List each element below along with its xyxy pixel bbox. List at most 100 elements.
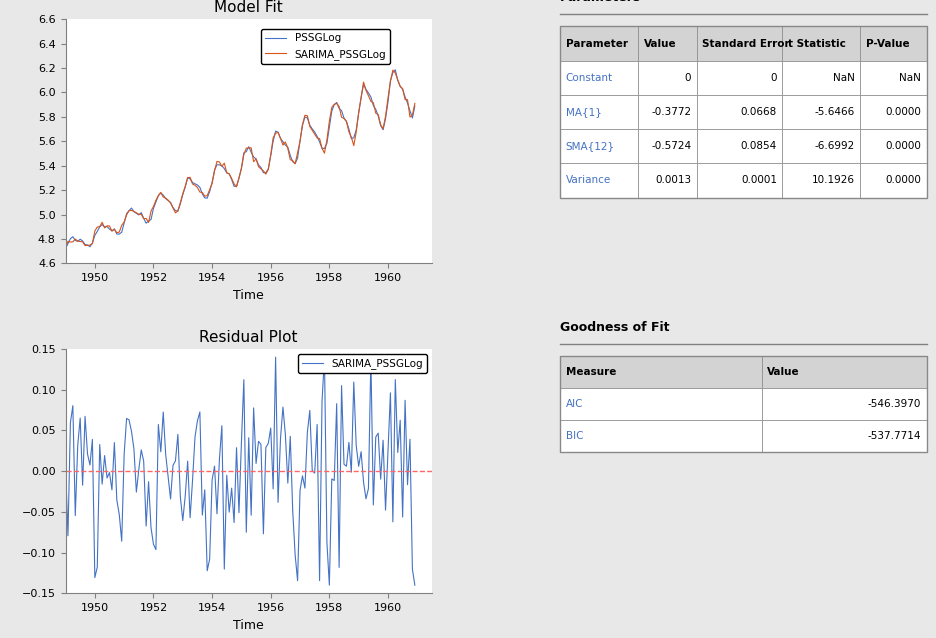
SARIMA_PSSGLog <box>345 133 357 141</box>
Text: Goodness of Fit: Goodness of Fit <box>561 322 669 334</box>
Text: AIC: AIC <box>565 399 583 409</box>
FancyBboxPatch shape <box>696 95 782 129</box>
Text: t Statistic: t Statistic <box>788 38 846 48</box>
Line: SARIMA_PSSGLog: SARIMA_PSSGLog <box>66 70 415 248</box>
Text: Parameter: Parameter <box>565 38 628 48</box>
FancyBboxPatch shape <box>782 61 860 95</box>
Legend: PSSGLog, SARIMA_PSSGLog: PSSGLog, SARIMA_PSSGLog <box>261 29 390 64</box>
Text: P-Value: P-Value <box>866 38 910 48</box>
PSSGLog <box>309 128 320 136</box>
SARIMA_PSSGLog <box>270 353 281 361</box>
FancyBboxPatch shape <box>561 388 762 420</box>
Text: 0.0668: 0.0668 <box>740 107 777 117</box>
Text: 10.1926: 10.1926 <box>812 175 855 186</box>
FancyBboxPatch shape <box>561 163 638 198</box>
Text: -537.7714: -537.7714 <box>868 431 921 441</box>
FancyBboxPatch shape <box>561 420 762 452</box>
SARIMA_PSSGLog <box>168 204 179 212</box>
FancyBboxPatch shape <box>762 388 927 420</box>
SARIMA_PSSGLog <box>388 66 399 74</box>
Title: Residual Plot: Residual Plot <box>199 330 298 345</box>
Text: 0.0000: 0.0000 <box>885 141 921 151</box>
FancyBboxPatch shape <box>860 163 927 198</box>
SARIMA_PSSGLog <box>312 420 323 428</box>
Line: PSSGLog: PSSGLog <box>66 70 415 249</box>
SARIMA_PSSGLog <box>111 496 123 504</box>
FancyBboxPatch shape <box>696 129 782 163</box>
Text: BIC: BIC <box>565 431 583 441</box>
Line: SARIMA_PSSGLog: SARIMA_PSSGLog <box>66 357 415 585</box>
FancyBboxPatch shape <box>782 129 860 163</box>
Text: Standard Error: Standard Error <box>702 38 790 48</box>
Title: Model Fit: Model Fit <box>214 0 283 15</box>
FancyBboxPatch shape <box>696 26 782 61</box>
Legend: SARIMA_PSSGLog: SARIMA_PSSGLog <box>298 354 427 373</box>
FancyBboxPatch shape <box>782 95 860 129</box>
SARIMA_PSSGLog <box>409 581 420 589</box>
FancyBboxPatch shape <box>638 61 696 95</box>
PSSGLog <box>341 117 352 125</box>
SARIMA_PSSGLog <box>324 581 335 589</box>
FancyBboxPatch shape <box>561 95 638 129</box>
FancyBboxPatch shape <box>561 61 638 95</box>
SARIMA_PSSGLog <box>345 468 357 476</box>
FancyBboxPatch shape <box>638 26 696 61</box>
SARIMA_PSSGLog <box>84 241 95 249</box>
Text: 0.0000: 0.0000 <box>885 175 921 186</box>
Text: 0: 0 <box>684 73 691 83</box>
FancyBboxPatch shape <box>561 357 762 388</box>
SARIMA_PSSGLog <box>309 130 320 138</box>
SARIMA_PSSGLog <box>111 229 123 237</box>
FancyBboxPatch shape <box>561 26 638 61</box>
X-axis label: Time: Time <box>233 289 264 302</box>
SARIMA_PSSGLog <box>341 118 352 126</box>
SARIMA_PSSGLog <box>409 100 420 107</box>
PSSGLog <box>389 66 401 73</box>
Text: SMA{12}: SMA{12} <box>565 141 615 151</box>
FancyBboxPatch shape <box>762 357 927 388</box>
FancyBboxPatch shape <box>860 26 927 61</box>
Text: NaN: NaN <box>833 73 855 83</box>
Text: Value: Value <box>644 38 677 48</box>
SARIMA_PSSGLog <box>351 442 362 450</box>
Text: MA{1}: MA{1} <box>565 107 602 117</box>
Text: -0.5724: -0.5724 <box>651 141 691 151</box>
SARIMA_PSSGLog <box>84 461 95 469</box>
Text: Constant: Constant <box>565 73 613 83</box>
PSSGLog <box>168 204 179 212</box>
Text: Variance: Variance <box>565 175 611 186</box>
Text: Value: Value <box>768 367 800 377</box>
SARIMA_PSSGLog <box>168 461 179 469</box>
PSSGLog <box>345 135 357 142</box>
FancyBboxPatch shape <box>561 129 638 163</box>
PSSGLog <box>60 245 71 253</box>
Text: Parameters: Parameters <box>561 0 641 4</box>
FancyBboxPatch shape <box>762 420 927 452</box>
Text: -6.6992: -6.6992 <box>814 141 855 151</box>
PSSGLog <box>409 102 420 110</box>
Text: 0.0001: 0.0001 <box>741 175 777 186</box>
SARIMA_PSSGLog <box>60 461 71 469</box>
PSSGLog <box>84 243 95 251</box>
Text: NaN: NaN <box>899 73 921 83</box>
FancyBboxPatch shape <box>860 61 927 95</box>
FancyBboxPatch shape <box>860 129 927 163</box>
X-axis label: Time: Time <box>233 619 264 632</box>
PSSGLog <box>111 230 123 238</box>
Text: Measure: Measure <box>565 367 616 377</box>
FancyBboxPatch shape <box>782 163 860 198</box>
Text: 0: 0 <box>770 73 777 83</box>
SARIMA_PSSGLog <box>60 244 71 252</box>
FancyBboxPatch shape <box>696 163 782 198</box>
FancyBboxPatch shape <box>696 61 782 95</box>
FancyBboxPatch shape <box>782 26 860 61</box>
Text: 0.0000: 0.0000 <box>885 107 921 117</box>
FancyBboxPatch shape <box>638 129 696 163</box>
Text: -546.3970: -546.3970 <box>868 399 921 409</box>
FancyBboxPatch shape <box>638 163 696 198</box>
FancyBboxPatch shape <box>860 95 927 129</box>
Text: -0.3772: -0.3772 <box>651 107 691 117</box>
Text: 0.0013: 0.0013 <box>655 175 691 186</box>
Text: 0.0854: 0.0854 <box>740 141 777 151</box>
FancyBboxPatch shape <box>638 95 696 129</box>
